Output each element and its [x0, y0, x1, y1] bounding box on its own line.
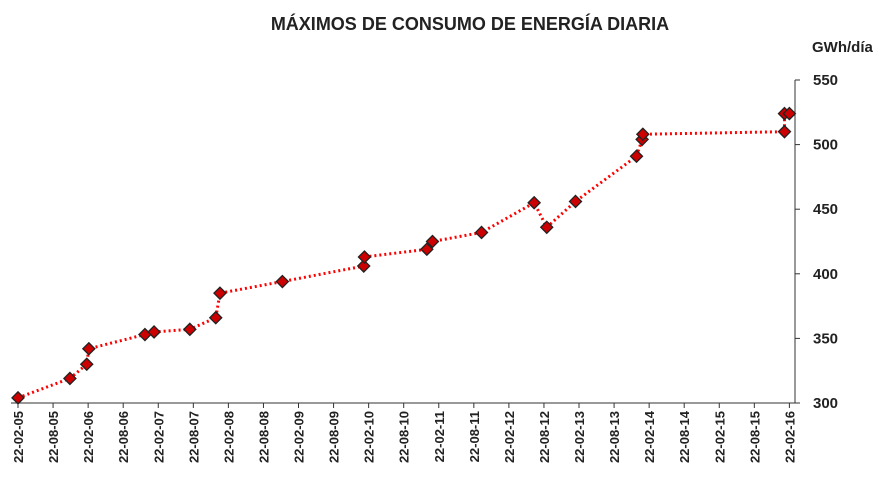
- marker: [474, 225, 489, 240]
- marker: [425, 234, 440, 249]
- x-tick-label: 22-02-12: [502, 411, 517, 463]
- x-tick-label: 22-08-13: [607, 411, 622, 463]
- x-tick-label: 22-08-07: [186, 411, 201, 463]
- y-tick-label: 300: [813, 395, 838, 412]
- x-tick-label: 22-08-10: [397, 411, 412, 463]
- marker: [213, 286, 227, 301]
- x-tick-label: 22-02-11: [432, 411, 447, 462]
- x-tick-label: 22-08-15: [747, 411, 762, 463]
- x-tick-label: 22-02-07: [151, 411, 166, 463]
- y-tick-label: 350: [813, 330, 838, 347]
- x-tick-label: 22-02-10: [362, 411, 377, 463]
- x-tick-label: 22-02-15: [712, 411, 727, 463]
- x-tick-label: 22-02-05: [11, 411, 26, 463]
- x-tick-label: 22-02-13: [572, 411, 587, 463]
- chart-title: MÁXIMOS DE CONSUMO DE ENERGÍA DIARIA: [271, 13, 669, 34]
- line-series: [17, 112, 790, 400]
- x-tick-label: 22-08-08: [256, 411, 271, 463]
- x-tick-label: 22-08-05: [46, 411, 61, 463]
- x-tick-label: 22-02-08: [221, 411, 236, 463]
- x-tick-label: 22-08-09: [327, 411, 342, 463]
- marker: [147, 325, 161, 339]
- marker: [527, 195, 542, 210]
- marker: [62, 371, 77, 386]
- y-tick-label: 500: [813, 137, 838, 154]
- marker: [275, 274, 290, 289]
- marker: [357, 250, 372, 264]
- marker: [182, 322, 197, 337]
- x-tick-label: 22-02-16: [782, 411, 797, 463]
- x-tick-label: 22-08-12: [537, 411, 552, 463]
- x-tick-label: 22-08-11: [467, 411, 482, 462]
- y-tick-label: 400: [813, 266, 838, 283]
- marker: [208, 310, 223, 325]
- y-tick-label: 550: [813, 72, 838, 89]
- x-tick-label: 22-08-06: [116, 411, 131, 463]
- x-tick-label: 22-02-14: [642, 410, 657, 463]
- marker: [356, 259, 371, 273]
- marker: [635, 127, 650, 142]
- marker: [629, 149, 644, 164]
- marker: [777, 124, 792, 139]
- x-tick-label: 22-02-06: [81, 411, 96, 463]
- y-axis-label: GWh/día: [812, 39, 873, 56]
- marker: [782, 106, 797, 121]
- y-tick-label: 450: [813, 201, 838, 218]
- marker: [81, 341, 96, 356]
- marker: [419, 242, 434, 257]
- marker: [11, 390, 25, 405]
- marker: [79, 357, 94, 372]
- marker: [568, 194, 583, 209]
- marker: [539, 220, 554, 235]
- x-tick-label: 22-02-09: [292, 411, 307, 463]
- x-tick-label: 22-08-14: [677, 410, 692, 463]
